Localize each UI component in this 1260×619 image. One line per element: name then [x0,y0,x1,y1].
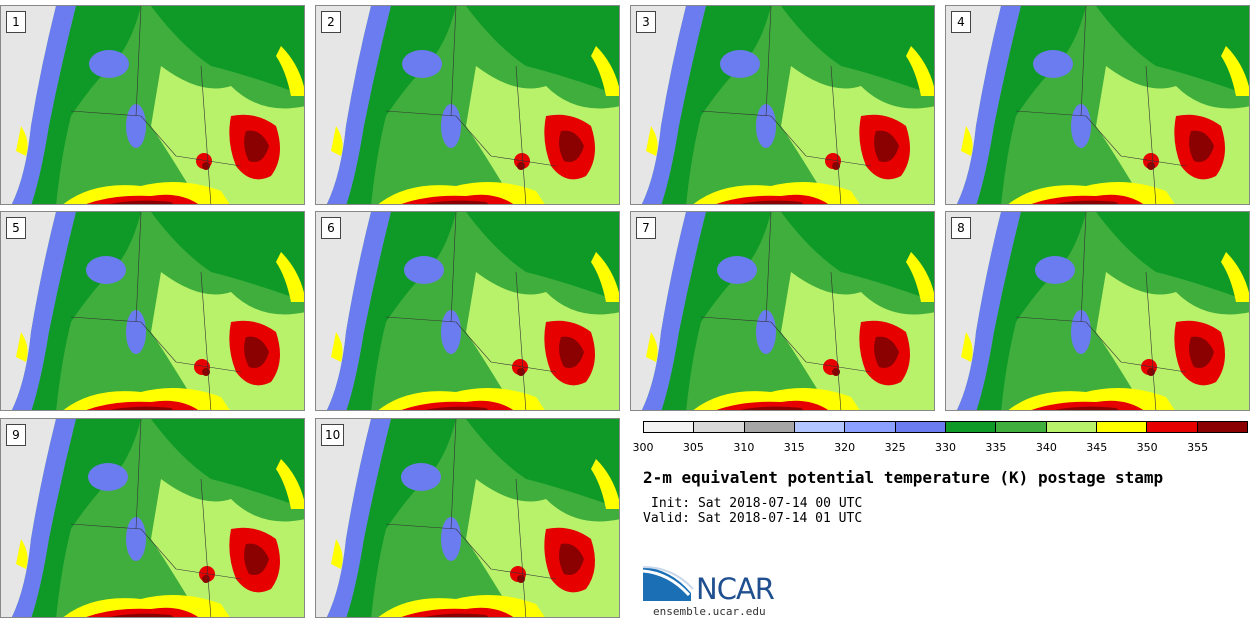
colorbar-swatch [644,422,695,432]
map-panel: 2 [315,5,620,205]
colorbar-tick-label: 300 [632,441,654,454]
map-panel: 10 [315,418,620,618]
ncar-logo-icon [643,566,694,601]
colorbar-tick-label: 330 [935,441,956,454]
map-field [316,6,619,204]
panel-number-label: 9 [6,424,26,446]
colorbar-swatch [1046,422,1097,432]
map-field [946,212,1249,410]
colorbar-tick-label: 305 [682,441,704,454]
map-panel: 8 [945,211,1250,411]
colorbar-swatch [845,422,896,432]
map-field [946,6,1249,204]
panel-number-label: 2 [321,11,341,33]
colorbar-tick-label: 320 [834,441,856,454]
colorbar-swatch [794,422,846,432]
panel-number-label: 8 [951,217,971,239]
map-field [316,212,619,410]
panel-number-label: 6 [321,217,341,239]
map-panel: 7 [630,211,935,411]
colorbar-swatch [694,422,745,432]
colorbar-tick-label: 335 [985,441,1007,454]
init-time: Init: Sat 2018-07-14 00 UTC [651,496,863,511]
panel-number-label: 7 [636,217,656,239]
colorbar-tick-label: 315 [783,441,805,454]
colorbar-tick-label: 355 [1187,441,1209,454]
panel-number-label: 1 [6,11,26,33]
colorbar-tick-label: 350 [1136,441,1158,454]
map-field [1,6,304,204]
map-field [631,6,934,204]
panel-number-label: 5 [6,217,26,239]
colorbar-swatch [1096,422,1148,432]
chart-title: 2-m equivalent potential temperature (K)… [643,468,1164,487]
panel-number-label: 10 [321,424,345,446]
colorbar-swatch [744,422,795,432]
map-panel: 6 [315,211,620,411]
panel-number-label: 3 [636,11,656,33]
colorbar-swatch [1147,422,1198,432]
colorbar-swatch [945,422,997,432]
colorbar-swatch [1197,422,1247,432]
map-field [631,212,934,410]
colorbar-tick-label: 345 [1086,441,1108,454]
panel-number-label: 4 [951,11,971,33]
map-field [316,419,619,617]
colorbar [643,421,1248,433]
valid-time: Valid: Sat 2018-07-14 01 UTC [643,511,863,526]
ncar-logo-text: NCAR [696,572,775,606]
colorbar-swatch [996,422,1047,432]
colorbar-tick-label: 310 [733,441,755,454]
map-panel: 1 [0,5,305,205]
map-panel: 3 [630,5,935,205]
map-field [1,419,304,617]
map-field [1,212,304,410]
map-panel: 4 [945,5,1250,205]
colorbar-tick-label: 340 [1035,441,1057,454]
map-panel: 9 [0,418,305,618]
map-panel: 5 [0,211,305,411]
colorbar-tick-label: 325 [884,441,906,454]
colorbar-swatch [895,422,946,432]
logo-url: ensemble.ucar.edu [653,605,766,618]
